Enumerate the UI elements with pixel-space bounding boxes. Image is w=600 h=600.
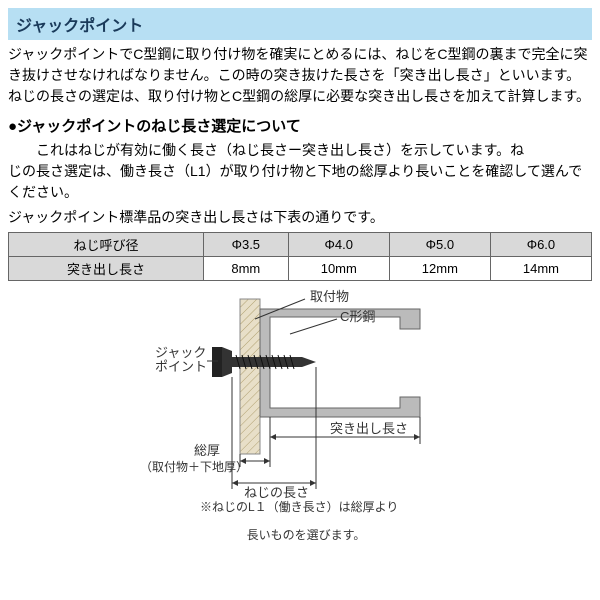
page-title: ジャックポイント: [8, 8, 592, 40]
label-total-thick: 総厚: [194, 443, 220, 458]
table-header: Φ4.0: [288, 233, 389, 257]
table-cell: 突き出し長さ: [9, 257, 204, 281]
table-cell: 14mm: [490, 257, 591, 281]
diagram: 取付物 C形鋼 ジャック ポイント 総厚 （取付物＋下地厚） 突き出し長さ ねじ…: [8, 289, 592, 543]
table-cell: 12mm: [389, 257, 490, 281]
diagram-svg: 取付物 C形鋼 ジャック ポイント 総厚 （取付物＋下地厚） 突き出し長さ ねじ…: [80, 289, 520, 519]
table-header: Φ3.5: [203, 233, 288, 257]
subtitle: ●ジャックポイントのねじ長さ選定について: [8, 115, 592, 136]
label-protrusion: 突き出し長さ: [330, 421, 408, 436]
label-fixture: 取付物: [310, 289, 349, 304]
paragraph-3: ジャックポイント標準品の突き出し長さは下表の通りです。: [8, 207, 592, 228]
paragraph-1: ジャックポイントでC型鋼に取り付け物を確実にとめるには、ねじをC型鋼の裏まで完全…: [8, 44, 592, 107]
table-header: ねじ呼び径: [9, 233, 204, 257]
table-row: 突き出し長さ 8mm 10mm 12mm 14mm: [9, 257, 592, 281]
diagram-note: ※ねじのL１（働き長さ）は総厚より: [200, 500, 398, 514]
diagram-note-line2: 長いものを選びます。: [8, 526, 592, 543]
table-header: Φ5.0: [389, 233, 490, 257]
spec-table: ねじ呼び径 Φ3.5 Φ4.0 Φ5.0 Φ6.0 突き出し長さ 8mm 10m…: [8, 232, 592, 281]
table-row: ねじ呼び径 Φ3.5 Φ4.0 Φ5.0 Φ6.0: [9, 233, 592, 257]
paragraph-2: これはねじが有効に働く長さ（ねじ長さー突き出し長さ）を示しています。ね じの長さ…: [8, 140, 592, 203]
svg-text:ポイント: ポイント: [155, 359, 207, 374]
label-csteel: C形鋼: [340, 309, 375, 324]
table-cell: 10mm: [288, 257, 389, 281]
label-jackpoint: ジャック: [155, 345, 206, 360]
table-cell: 8mm: [203, 257, 288, 281]
table-header: Φ6.0: [490, 233, 591, 257]
label-screw-len: ねじの長さ: [244, 485, 309, 500]
